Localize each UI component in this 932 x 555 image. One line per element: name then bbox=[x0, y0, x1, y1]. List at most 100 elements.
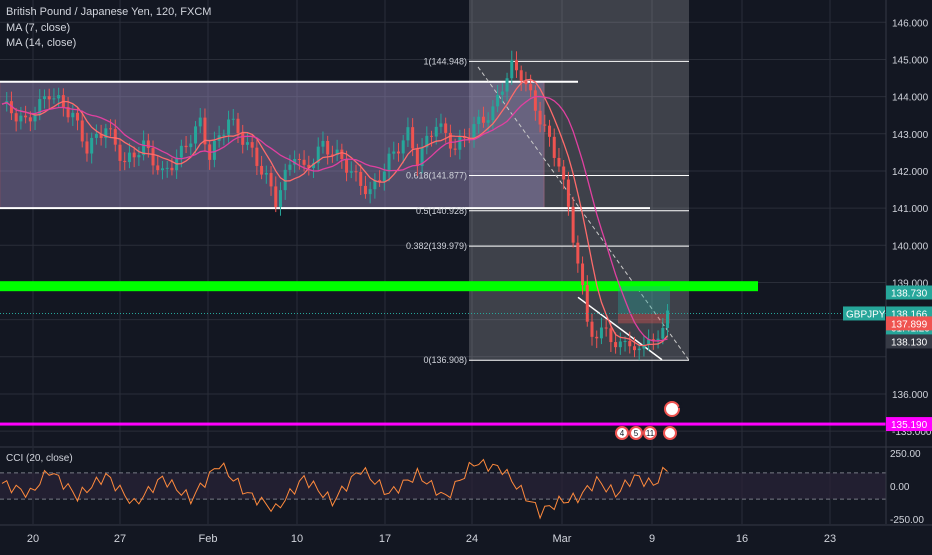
price-badge-5 bbox=[886, 417, 932, 432]
candle-body bbox=[656, 338, 660, 340]
candle-body bbox=[255, 147, 259, 166]
candle-body bbox=[194, 126, 198, 144]
candle-body bbox=[458, 136, 462, 150]
candle-body bbox=[90, 137, 94, 154]
candle-body bbox=[401, 140, 405, 154]
time-label-6: Mar bbox=[553, 533, 572, 545]
candle-body bbox=[538, 110, 542, 125]
price-badge-0 bbox=[886, 285, 932, 300]
candle-body bbox=[496, 94, 500, 107]
candle-body bbox=[264, 172, 268, 175]
candle-body bbox=[278, 190, 282, 207]
candle-body bbox=[104, 128, 108, 139]
event-flag-icon bbox=[663, 426, 677, 440]
candle-body bbox=[581, 263, 585, 286]
symbol-badge bbox=[843, 306, 885, 321]
event-bubble-label: 2 bbox=[678, 401, 683, 410]
candle-body bbox=[363, 185, 367, 195]
candle-body bbox=[250, 142, 254, 148]
candle-body bbox=[486, 120, 490, 123]
price-tick-0: 146.000 bbox=[892, 18, 929, 29]
candle-body bbox=[241, 133, 245, 145]
candle-body bbox=[519, 70, 523, 82]
candle-body bbox=[80, 120, 84, 142]
candle-body bbox=[562, 166, 566, 180]
candle-body bbox=[661, 327, 665, 339]
candle-body bbox=[543, 124, 547, 126]
event-bubble bbox=[664, 401, 680, 417]
candle-body bbox=[28, 117, 32, 122]
time-label-2: Feb bbox=[199, 533, 218, 545]
candle-body bbox=[604, 327, 608, 329]
candle-body bbox=[198, 117, 202, 127]
candle-body bbox=[57, 95, 61, 99]
candle-body bbox=[283, 169, 287, 191]
candle-body bbox=[368, 189, 372, 195]
candle-body bbox=[595, 336, 599, 339]
event-marker-0 bbox=[615, 426, 629, 440]
candle-body bbox=[448, 132, 452, 149]
candle-body bbox=[510, 60, 514, 79]
candle-body bbox=[260, 165, 264, 175]
long-position-profit bbox=[618, 286, 670, 314]
candle-body bbox=[24, 115, 28, 118]
candle-body bbox=[307, 164, 311, 168]
candle-body bbox=[623, 341, 627, 343]
candle-body bbox=[463, 136, 467, 139]
candle-body bbox=[345, 159, 349, 173]
candle-body bbox=[420, 147, 424, 167]
candle-body bbox=[66, 107, 70, 118]
cci-line bbox=[1, 458, 668, 520]
price-tick-2: 144.000 bbox=[892, 93, 929, 104]
candle-body bbox=[524, 81, 528, 85]
candle-body bbox=[33, 114, 37, 122]
candle-body bbox=[552, 136, 556, 158]
time-label-0: 20 bbox=[27, 533, 39, 545]
candle-body bbox=[312, 163, 316, 168]
cci-tick-1: 0.00 bbox=[890, 482, 910, 493]
candle-body bbox=[156, 165, 160, 171]
cci-band bbox=[0, 472, 886, 500]
candle-body bbox=[321, 140, 325, 147]
candle-body bbox=[160, 168, 164, 171]
candle-body bbox=[109, 128, 113, 130]
fib-level-label-1: 0.618(141.877) bbox=[406, 171, 467, 181]
candle-body bbox=[411, 127, 415, 149]
channel-rectangle bbox=[0, 81, 545, 209]
candle-body bbox=[628, 341, 632, 347]
candle-body bbox=[184, 145, 188, 148]
time-label-3: 10 bbox=[291, 533, 303, 545]
candle-body bbox=[599, 327, 603, 339]
support-line bbox=[0, 422, 886, 426]
cci-tick-0: 250.00 bbox=[890, 449, 921, 460]
candle-body bbox=[378, 180, 382, 182]
candle-body bbox=[505, 78, 509, 92]
candle-body bbox=[293, 158, 297, 165]
candle-body bbox=[396, 151, 400, 154]
candle-body bbox=[203, 117, 207, 145]
time-label-5: 24 bbox=[466, 533, 478, 545]
candle-body bbox=[576, 242, 580, 264]
candle-body bbox=[500, 91, 504, 95]
candle-body bbox=[170, 167, 174, 171]
candle-body bbox=[137, 155, 141, 158]
candle-body bbox=[47, 96, 51, 100]
candle-body bbox=[651, 339, 655, 341]
price-badge-4 bbox=[886, 316, 932, 331]
candle-body bbox=[571, 206, 575, 243]
candle-body bbox=[434, 126, 438, 137]
long-position-loss bbox=[618, 313, 670, 324]
cci-tick-2: -250.00 bbox=[890, 515, 924, 526]
candle-body bbox=[425, 135, 429, 148]
candle-body bbox=[637, 348, 641, 351]
candle-body bbox=[614, 342, 618, 348]
chart-legend-symbol: British Pound / Japanese Yen, 120, FXCM bbox=[6, 6, 212, 18]
candle-body bbox=[288, 164, 292, 170]
candle-body bbox=[227, 119, 231, 135]
candle-body bbox=[666, 310, 670, 328]
resistance-line bbox=[0, 281, 758, 292]
price-tick-5: 141.000 bbox=[892, 204, 929, 215]
